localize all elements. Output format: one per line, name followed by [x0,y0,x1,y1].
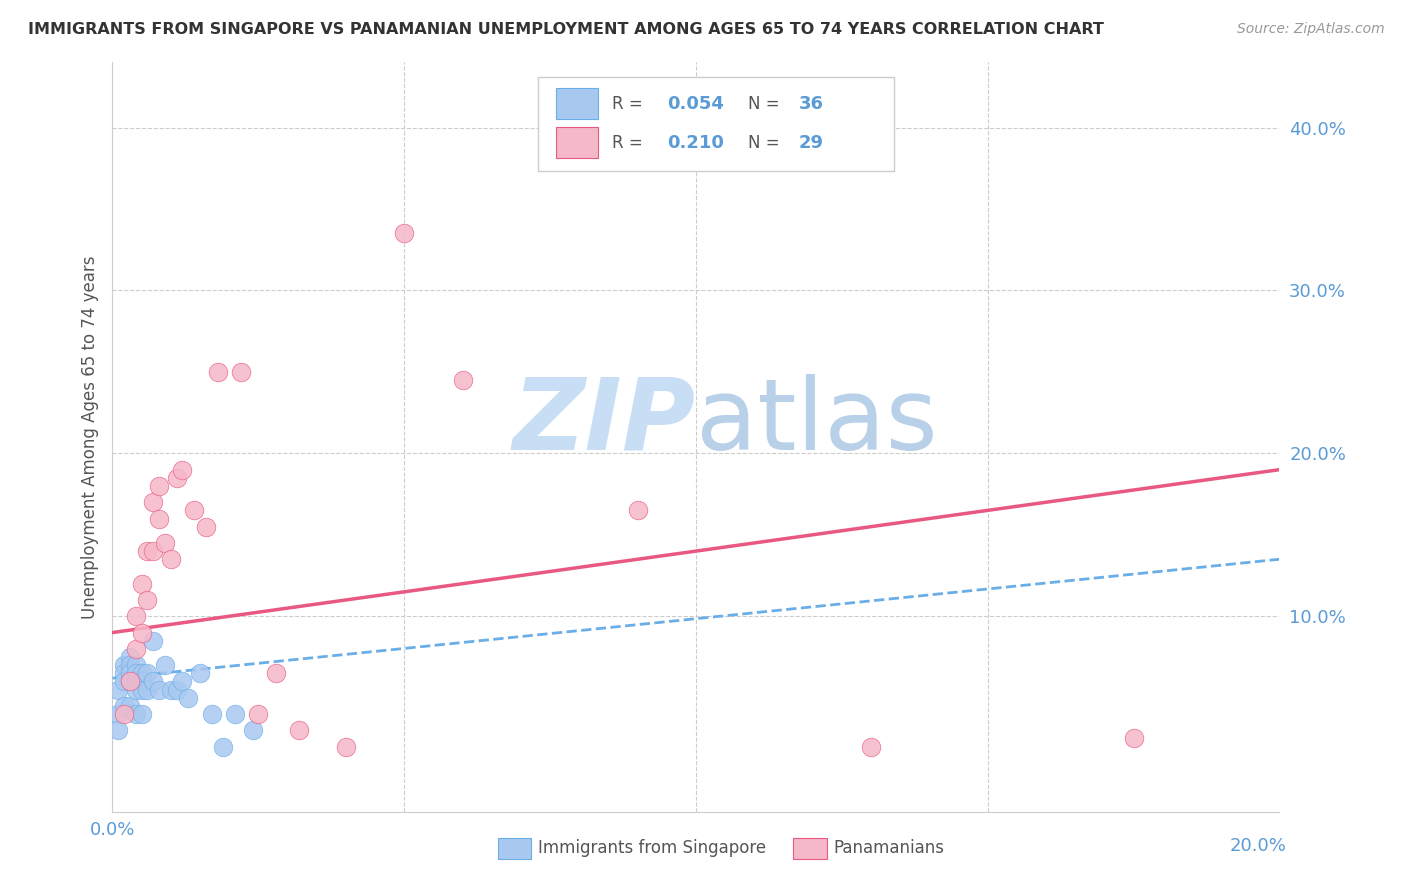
FancyBboxPatch shape [538,78,894,171]
Text: 29: 29 [799,134,824,152]
Point [112,666,135,681]
Point [172,674,194,689]
Point [131,682,153,697]
Point [118,658,141,673]
Point [131,576,153,591]
Point [201,706,224,721]
Point [125,641,148,656]
Point [118,666,141,681]
Point [136,593,159,607]
Text: atlas: atlas [696,374,938,471]
Point [125,706,148,721]
Point [125,682,148,697]
Point [172,463,194,477]
Point [142,544,165,558]
Y-axis label: Unemployment Among Ages 65 to 74 years: Unemployment Among Ages 65 to 74 years [80,255,98,619]
Point [247,706,270,721]
Point [125,658,148,673]
Text: 20.0%: 20.0% [1230,837,1286,855]
Point [288,723,311,738]
Point [153,536,176,550]
Text: N =: N = [748,134,786,152]
Point [160,552,183,566]
Point [142,633,165,648]
Text: 36: 36 [799,95,824,112]
Point [166,682,188,697]
Point [264,666,287,681]
FancyBboxPatch shape [793,838,827,859]
Text: ZIP: ZIP [513,374,696,471]
Text: IMMIGRANTS FROM SINGAPORE VS PANAMANIAN UNEMPLOYMENT AMONG AGES 65 TO 74 YEARS C: IMMIGRANTS FROM SINGAPORE VS PANAMANIAN … [28,22,1104,37]
Point [136,682,159,697]
Point [112,706,135,721]
Point [153,658,176,673]
Point [626,503,648,517]
Point [160,682,183,697]
Point [229,365,252,379]
Text: Immigrants from Singapore: Immigrants from Singapore [538,839,766,857]
Point [112,674,135,689]
Point [131,674,153,689]
FancyBboxPatch shape [555,127,598,159]
Point [148,682,170,697]
Point [118,674,141,689]
Point [131,666,153,681]
Text: R =: R = [612,95,648,112]
Point [131,625,153,640]
Point [242,723,264,738]
Point [142,674,165,689]
Point [125,609,148,624]
Point [188,666,211,681]
Point [194,519,217,533]
Text: 0.210: 0.210 [666,134,724,152]
FancyBboxPatch shape [498,838,531,859]
Point [136,544,159,558]
FancyBboxPatch shape [555,88,598,120]
Point [183,503,205,517]
Text: Source: ZipAtlas.com: Source: ZipAtlas.com [1237,22,1385,37]
Point [224,706,246,721]
Point [392,227,416,241]
Text: 0.054: 0.054 [666,95,724,112]
Point [118,698,141,713]
Point [112,698,135,713]
Point [107,706,129,721]
Point [107,682,129,697]
Point [451,373,474,387]
Point [112,658,135,673]
Point [1122,731,1144,746]
Point [859,739,883,754]
Text: Panamanians: Panamanians [834,839,945,857]
Point [148,511,170,525]
Point [212,739,235,754]
Point [335,739,357,754]
Point [177,690,200,705]
Text: N =: N = [748,95,786,112]
Point [125,674,148,689]
Point [107,723,129,738]
Point [131,706,153,721]
Point [118,650,141,665]
Point [125,666,148,681]
Point [118,674,141,689]
Point [148,479,170,493]
Point [142,495,165,509]
Point [166,471,188,485]
Text: R =: R = [612,134,648,152]
Point [207,365,229,379]
Point [136,666,159,681]
